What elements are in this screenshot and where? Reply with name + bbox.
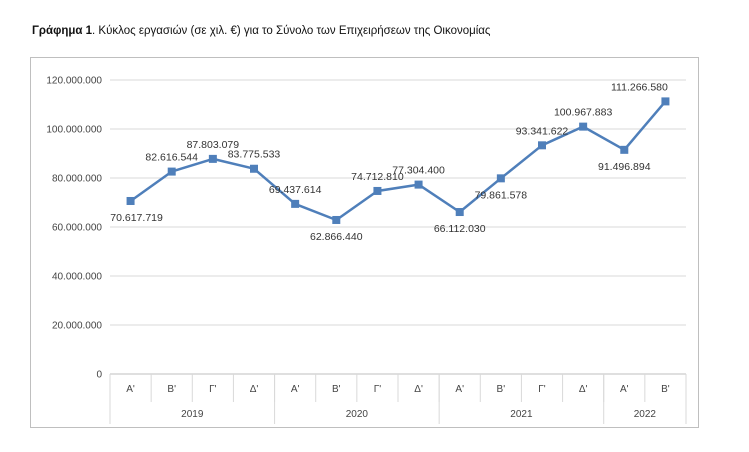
chart-caption: Γράφημα 1. Κύκλος εργασιών (σε χιλ. €) γ…	[32, 25, 490, 37]
data-label: 100.967.883	[554, 107, 613, 119]
group-label: 2021	[510, 409, 533, 420]
series-line	[129, 100, 667, 222]
data-point-marker	[579, 122, 588, 131]
data-label: 111.266.580	[611, 81, 668, 93]
caption-text: . Κύκλος εργασιών (σε χιλ. €) για το Σύν…	[92, 25, 491, 37]
y-tick-label: 80.000.000	[52, 174, 102, 185]
data-label: 83.775.533	[228, 149, 281, 161]
x-tick-label: Γ'	[538, 384, 546, 395]
x-tick-label: Β'	[497, 384, 506, 395]
data-point-marker	[373, 186, 382, 195]
data-label: 62.866.440	[310, 231, 363, 243]
data-label: 93.341.622	[516, 125, 569, 137]
data-label: 69.437.614	[269, 184, 322, 196]
chart-frame	[30, 57, 699, 428]
group-label: 2020	[346, 409, 369, 420]
x-tick-label: Β'	[661, 384, 670, 395]
data-point-marker	[414, 180, 423, 189]
x-tick-label: Α'	[126, 384, 135, 395]
group-label: 2019	[181, 409, 204, 420]
data-point-marker	[291, 199, 300, 208]
data-point-marker	[620, 145, 629, 154]
y-tick-label: 60.000.000	[52, 223, 102, 234]
x-tick-label: Δ'	[579, 384, 588, 395]
data-point-marker	[332, 215, 341, 224]
data-label: 74.712.810	[351, 171, 404, 183]
data-point-marker	[167, 167, 176, 176]
x-tick-label: Β'	[332, 384, 341, 395]
data-point-marker	[250, 164, 258, 173]
caption-number: Γράφημα 1	[32, 25, 93, 37]
x-tick-label: Α'	[455, 384, 464, 395]
x-tick-label: Α'	[620, 384, 629, 395]
x-tick-label: Δ'	[250, 384, 259, 395]
y-tick-label: 120.000.000	[46, 76, 102, 87]
data-point-marker	[126, 196, 135, 205]
data-label: 77.304.400	[392, 165, 445, 177]
data-point-marker	[661, 97, 670, 106]
data-label: 87.803.079	[187, 139, 240, 151]
data-label: 91.496.894	[598, 161, 651, 173]
data-label: 79.861.578	[475, 189, 528, 201]
y-tick-label: 20.000.000	[52, 321, 102, 332]
y-tick-label: 40.000.000	[52, 272, 102, 283]
x-tick-label: Γ'	[374, 384, 382, 395]
data-point-marker	[496, 174, 505, 183]
group-label: 2022	[634, 409, 657, 420]
data-label: 66.112.030	[434, 223, 486, 235]
data-label: 82.616.544	[145, 152, 198, 164]
data-point-marker	[538, 141, 546, 150]
x-tick-label: Γ'	[209, 384, 217, 395]
data-label: 70.617.719	[110, 212, 163, 224]
data-point-marker	[455, 208, 464, 217]
data-point-marker	[208, 154, 217, 163]
x-tick-label: Β'	[167, 384, 176, 395]
y-tick-label: 0	[96, 370, 102, 381]
y-tick-label: 100.000.000	[46, 125, 102, 136]
x-tick-label: Α'	[291, 384, 300, 395]
x-tick-label: Δ'	[414, 384, 423, 395]
